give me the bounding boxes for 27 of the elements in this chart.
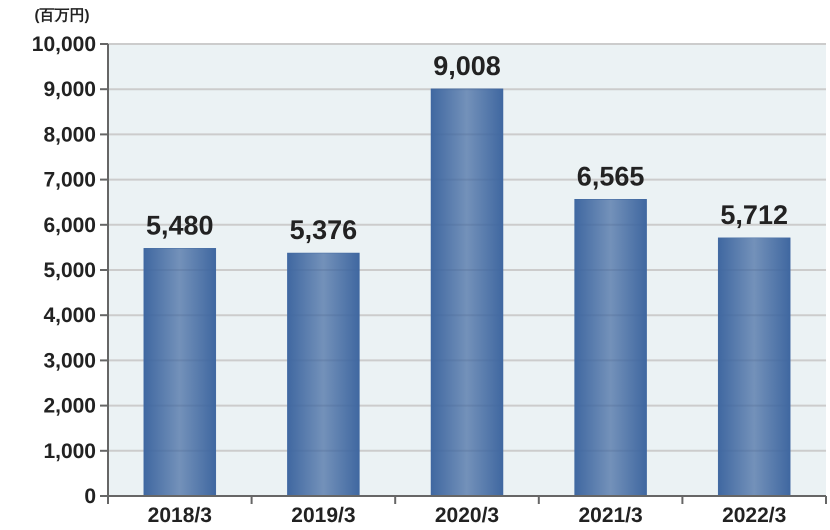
data-label: 5,480 bbox=[146, 210, 214, 240]
x-tick-label: 2018/3 bbox=[148, 504, 212, 527]
bar bbox=[144, 248, 216, 496]
data-label: 9,008 bbox=[433, 50, 501, 81]
x-tick-label: 2019/3 bbox=[291, 504, 356, 527]
y-tick-label: 3,000 bbox=[43, 349, 96, 372]
bar bbox=[287, 252, 360, 496]
y-tick-label: 1,000 bbox=[43, 440, 96, 463]
x-tick-label: 2020/3 bbox=[434, 504, 500, 527]
y-tick-label: 5,000 bbox=[43, 259, 96, 282]
y-tick-label: 9,000 bbox=[43, 78, 96, 102]
y-tick-label: 8,000 bbox=[43, 123, 96, 146]
bar bbox=[574, 199, 647, 496]
data-label: 5,712 bbox=[720, 200, 788, 230]
y-tick-label: 0 bbox=[84, 485, 96, 508]
y-tick-label: 4,000 bbox=[43, 304, 96, 328]
data-label: 6,565 bbox=[576, 161, 644, 192]
data-label: 5,376 bbox=[290, 215, 358, 246]
y-tick-label: 2,000 bbox=[43, 394, 96, 418]
bar bbox=[430, 88, 504, 496]
bar bbox=[718, 238, 790, 496]
x-tick-label: 2021/3 bbox=[578, 504, 643, 527]
x-tick-label: 2022/3 bbox=[722, 504, 786, 527]
y-tick-label: 6,000 bbox=[43, 214, 96, 237]
y-axis-title: (百万円) bbox=[34, 7, 90, 24]
y-tick-label: 10,000 bbox=[32, 33, 96, 56]
y-tick-label: 7,000 bbox=[43, 168, 96, 192]
